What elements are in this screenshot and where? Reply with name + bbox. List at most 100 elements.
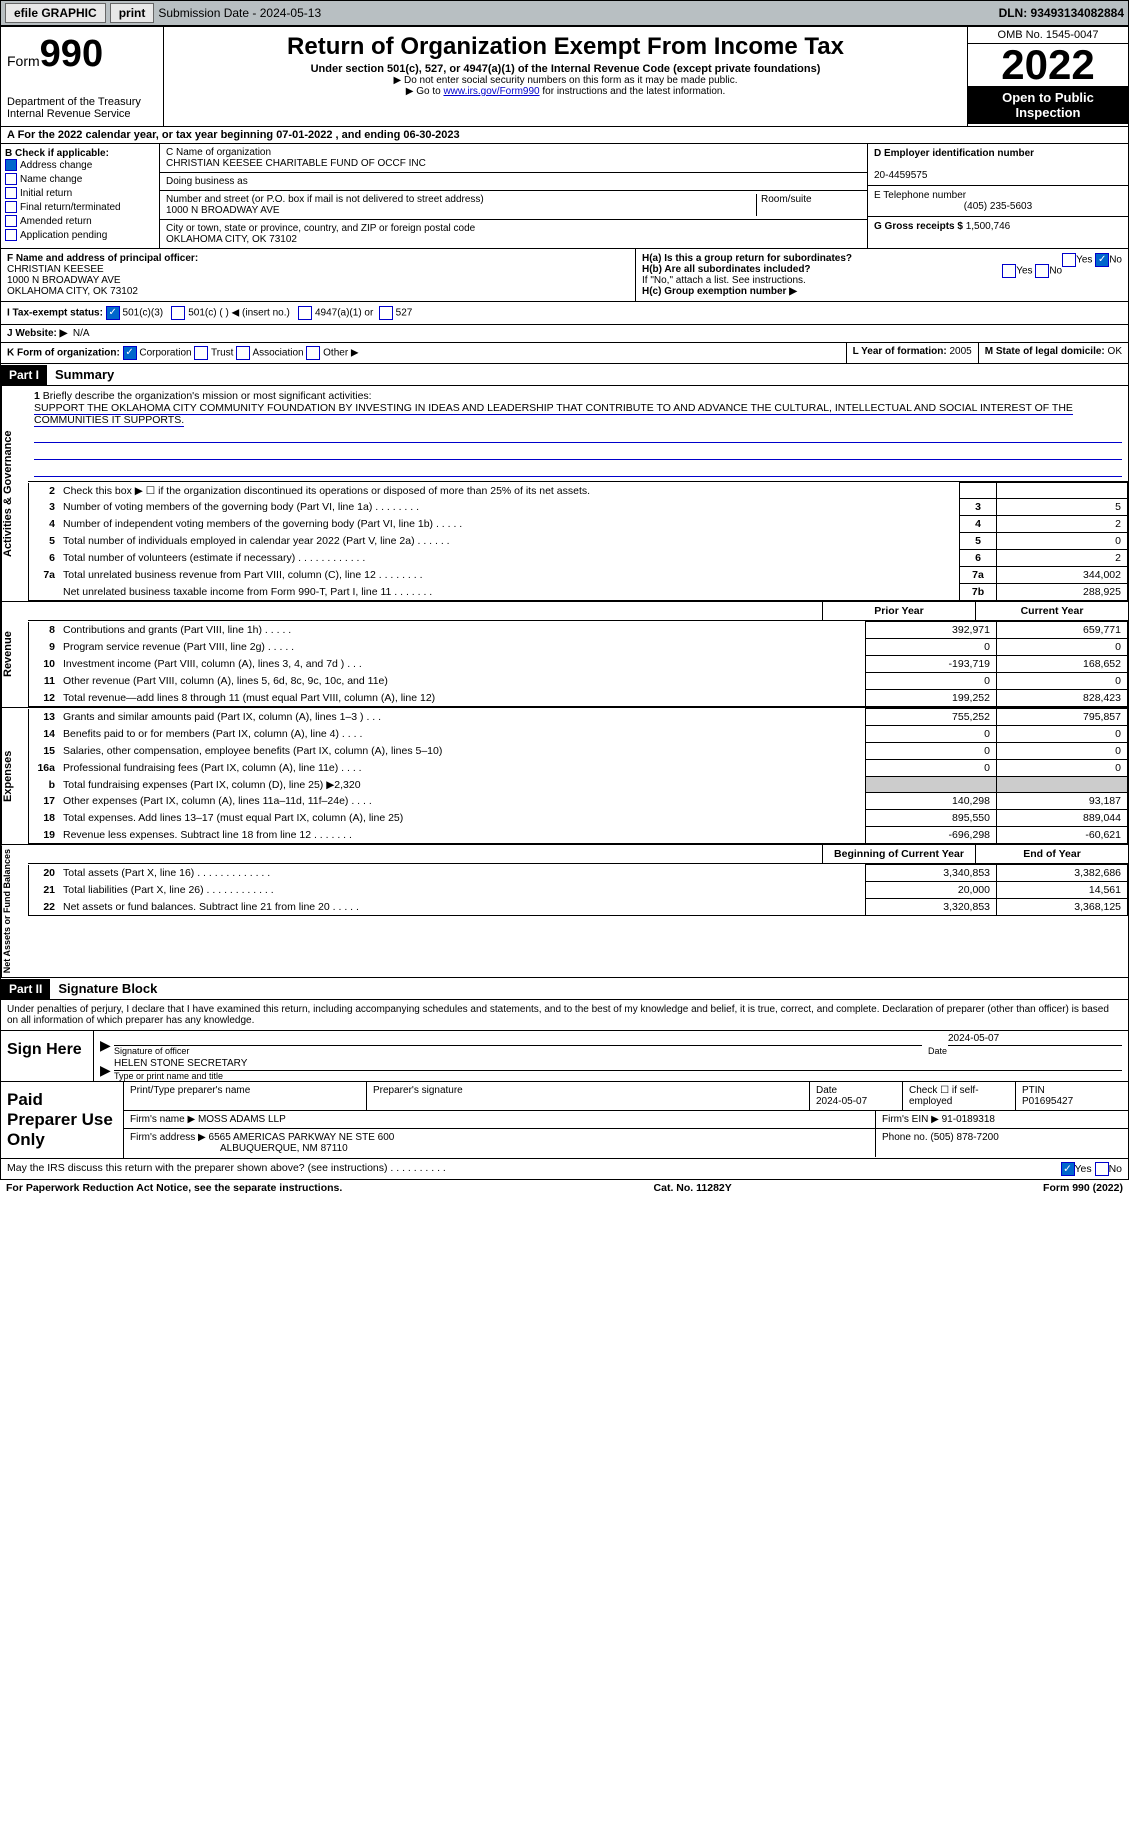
public-inspection: Open to Public Inspection — [968, 86, 1128, 124]
form-header: Form990 Department of the Treasury Inter… — [0, 26, 1129, 127]
i-lbl: I Tax-exempt status: — [7, 308, 103, 319]
firm-ein-lbl: Firm's EIN ▶ — [882, 1114, 939, 1125]
discuss-text: May the IRS discuss this return with the… — [7, 1162, 446, 1176]
cb-name[interactable] — [5, 173, 17, 185]
form-label: Form — [7, 53, 40, 69]
gross-lbl: G Gross receipts $ — [874, 221, 963, 232]
cb-initial[interactable] — [5, 187, 17, 199]
self-employed: Check ☐ if self-employed — [903, 1082, 1016, 1110]
form990-link[interactable]: www.irs.gov/Form990 — [443, 86, 539, 97]
part2-hdr: Part IISignature Block — [0, 978, 1129, 1000]
mission-lbl: Briefly describe the organization's miss… — [43, 390, 372, 402]
room-suite: Room/suite — [756, 194, 861, 216]
discuss-row: May the IRS discuss this return with the… — [0, 1159, 1129, 1180]
prep-date-hdr: Date — [816, 1085, 837, 1096]
state-domicile: OK — [1108, 346, 1122, 357]
ein-lbl: D Employer identification number — [874, 148, 1034, 159]
firm-phone: (505) 878-7200 — [930, 1132, 998, 1143]
print-btn[interactable]: print — [110, 3, 155, 23]
firm-city: ALBUQUERQUE, NM 87110 — [220, 1143, 348, 1154]
phone-lbl: E Telephone number — [874, 190, 966, 201]
i-527[interactable] — [379, 306, 393, 320]
governance-table: 2Check this box ▶ ☐ if the organization … — [28, 482, 1128, 601]
row-j: J Website: ▶ N/A — [0, 325, 1129, 343]
mission-text: SUPPORT THE OKLAHOMA CITY COMMUNITY FOUN… — [34, 402, 1073, 427]
form-footer: Form 990 (2022) — [1043, 1182, 1123, 1194]
hb-lbl: H(b) Are all subordinates included? — [642, 264, 811, 275]
form-number: 990 — [40, 33, 103, 75]
form-title: Return of Organization Exempt From Incom… — [168, 33, 963, 61]
side-revenue: Revenue — [1, 602, 28, 707]
i-4947[interactable] — [298, 306, 312, 320]
form-subtitle: Under section 501(c), 527, or 4947(a)(1)… — [168, 63, 963, 75]
ha-lbl: H(a) Is this a group return for subordin… — [642, 253, 852, 264]
cat-no: Cat. No. 11282Y — [654, 1182, 732, 1194]
cb-amended[interactable] — [5, 215, 17, 227]
declaration: Under penalties of perjury, I declare th… — [1, 1000, 1128, 1031]
i-501c[interactable] — [171, 306, 185, 320]
org-name: CHRISTIAN KEESEE CHARITABLE FUND OF OCCF… — [166, 158, 426, 169]
sign-here-lbl: Sign Here — [1, 1031, 94, 1081]
j-lbl: J Website: ▶ — [7, 328, 67, 339]
discuss-no[interactable] — [1095, 1162, 1109, 1176]
dba: Doing business as — [160, 173, 867, 191]
dept-treasury: Department of the Treasury — [7, 96, 157, 108]
row-a: A For the 2022 calendar year, or tax yea… — [0, 127, 1129, 144]
irs-label: Internal Revenue Service — [7, 108, 157, 120]
prior-year-hdr: Prior Year — [822, 602, 975, 620]
officer-name: CHRISTIAN KEESEE — [7, 264, 104, 275]
part1-hdr: Part ISummary — [0, 364, 1129, 386]
begin-year-hdr: Beginning of Current Year — [822, 845, 975, 863]
ptin: P01695427 — [1022, 1096, 1073, 1107]
side-governance: Activities & Governance — [1, 386, 28, 601]
firm-name: MOSS ADAMS LLP — [198, 1114, 286, 1125]
submission-date: Submission Date - 2024-05-13 — [158, 6, 321, 20]
ptin-lbl: PTIN — [1022, 1085, 1045, 1096]
k-lbl: K Form of organization: — [7, 348, 120, 359]
ha-no[interactable]: ✓ — [1095, 253, 1109, 267]
hb-yes[interactable] — [1002, 264, 1016, 278]
revenue-table: 8Contributions and grants (Part VIII, li… — [28, 621, 1128, 707]
cb-address[interactable] — [5, 159, 17, 171]
firm-phone-lbl: Phone no. — [882, 1132, 928, 1143]
expenses-table: 13Grants and similar amounts paid (Part … — [28, 708, 1128, 844]
row-klm: K Form of organization: ✓ Corporation Tr… — [0, 343, 1129, 364]
hb-no[interactable] — [1035, 264, 1049, 278]
firm-addr-lbl: Firm's address ▶ — [130, 1132, 206, 1143]
signature-block: Under penalties of perjury, I declare th… — [0, 1000, 1129, 1159]
phone: (405) 235-5603 — [874, 201, 1122, 212]
cb-final[interactable] — [5, 201, 17, 213]
side-expenses: Expenses — [1, 708, 28, 844]
k-other[interactable] — [306, 346, 320, 360]
block-bcd: B Check if applicable: Address change Na… — [0, 144, 1129, 249]
signer-name: HELEN STONE SECRETARY — [114, 1058, 247, 1069]
type-name-lbl: Type or print name and title — [114, 1071, 1128, 1081]
part2-title: Signature Block — [50, 978, 165, 999]
discuss-yes[interactable]: ✓ — [1061, 1162, 1075, 1176]
ha-yes[interactable] — [1062, 253, 1076, 267]
current-year-hdr: Current Year — [975, 602, 1128, 620]
i-501c3[interactable]: ✓ — [106, 306, 120, 320]
col-b: B Check if applicable: Address change Na… — [1, 144, 160, 248]
officer-city: OKLAHOMA CITY, OK 73102 — [7, 286, 138, 297]
mission-num: 1 — [34, 390, 40, 402]
ein: 20-4459575 — [874, 170, 927, 181]
col-c: C Name of organizationCHRISTIAN KEESEE C… — [160, 144, 867, 248]
activities-section: Activities & Governance 1 Briefly descri… — [0, 386, 1129, 602]
hc-lbl: H(c) Group exemption number ▶ — [642, 286, 797, 297]
k-trust[interactable] — [194, 346, 208, 360]
cb-pending[interactable] — [5, 229, 17, 241]
k-corp[interactable]: ✓ — [123, 346, 137, 360]
revenue-section: Revenue Prior YearCurrent Year 8Contribu… — [0, 602, 1129, 708]
efile-btn[interactable]: efile GRAPHIC — [5, 3, 106, 23]
k-assoc[interactable] — [236, 346, 250, 360]
prep-date: 2024-05-07 — [816, 1096, 867, 1107]
street-addr: 1000 N BROADWAY AVE — [166, 205, 280, 216]
col-d: D Employer identification number 20-44595… — [867, 144, 1128, 248]
firm-ein: 91-0189318 — [942, 1114, 995, 1125]
tax-year: 2022 — [968, 44, 1128, 86]
gross-receipts: 1,500,746 — [966, 221, 1011, 232]
side-netassets: Net Assets or Fund Balances — [1, 845, 28, 977]
netassets-section: Net Assets or Fund Balances Beginning of… — [0, 845, 1129, 978]
firm-name-lbl: Firm's name ▶ — [130, 1114, 195, 1125]
